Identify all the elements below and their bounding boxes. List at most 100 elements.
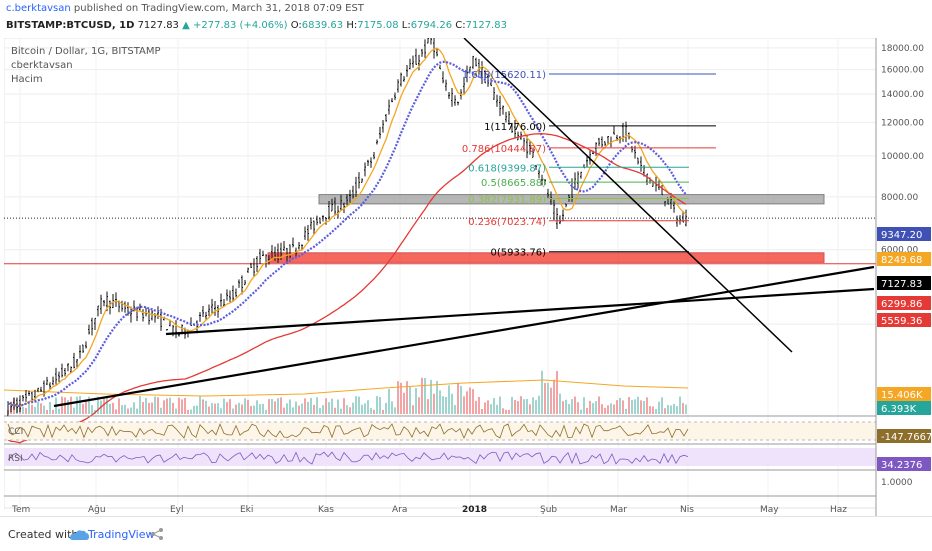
x-tick-label: Eyl bbox=[170, 505, 184, 515]
volume-bar bbox=[28, 401, 30, 414]
volume-bar bbox=[226, 402, 228, 414]
volume-bar bbox=[571, 399, 573, 414]
volume-bar bbox=[448, 385, 450, 414]
volume-bar bbox=[625, 408, 627, 414]
volume-bar bbox=[523, 399, 525, 414]
volume-bar bbox=[463, 396, 465, 414]
volume-bar bbox=[400, 382, 402, 414]
volume-bar bbox=[58, 408, 60, 414]
volume-bar bbox=[673, 403, 675, 414]
volume-bar bbox=[661, 397, 663, 414]
volume-bar bbox=[319, 408, 321, 414]
volume-tag bbox=[877, 387, 931, 401]
volume-bar bbox=[622, 400, 624, 414]
x-tick-label: Nis bbox=[680, 505, 694, 515]
volume-bar bbox=[232, 408, 234, 414]
volume-bar bbox=[556, 371, 558, 414]
volume-bar bbox=[334, 407, 336, 414]
volume-bar bbox=[421, 377, 423, 414]
volume-bar bbox=[163, 400, 165, 414]
volume-bar bbox=[388, 388, 390, 414]
share-icon[interactable] bbox=[150, 527, 164, 541]
volume-bar bbox=[652, 406, 654, 414]
published-text: published on TradingView.com, March 31, … bbox=[73, 3, 364, 14]
rsi-tag bbox=[877, 457, 931, 471]
volume-bar bbox=[418, 397, 420, 414]
volume-bar bbox=[115, 409, 117, 414]
tradingview-brand[interactable]: TradingView bbox=[88, 528, 155, 541]
indicator-panes: CCI RSI bbox=[4, 415, 876, 497]
volume-bar bbox=[643, 400, 645, 414]
volume-bar bbox=[175, 408, 177, 414]
volume-bar bbox=[445, 397, 447, 414]
volume-bar bbox=[520, 396, 522, 414]
volume-bar bbox=[262, 403, 264, 414]
volume-bar bbox=[298, 405, 300, 414]
volume-bar bbox=[214, 403, 216, 414]
volume-bar bbox=[274, 401, 276, 414]
legend-author: cberktavsan bbox=[11, 60, 73, 71]
price-tag bbox=[877, 252, 931, 266]
volume-bar bbox=[517, 401, 519, 414]
volume-bar bbox=[121, 405, 123, 414]
volume-bar bbox=[130, 407, 132, 414]
symbol-label: BITSTAMP:BTCUSD, 1D bbox=[6, 20, 135, 31]
volume-bar bbox=[145, 397, 147, 414]
volume-bar bbox=[361, 404, 363, 414]
descending-trendline bbox=[463, 38, 793, 353]
price-chart[interactable]: 1.618(15620.11)1(11776.00)0.786(10444.87… bbox=[4, 38, 932, 516]
quote-line: BITSTAMP:BTCUSD, 1D 7127.83 ▲ +277.83 (+… bbox=[6, 20, 507, 31]
volume-bar bbox=[76, 396, 78, 414]
volume-bar bbox=[166, 398, 168, 414]
volume-bar bbox=[46, 409, 48, 414]
volume-bar bbox=[613, 404, 615, 414]
author-link[interactable]: c.berktavsan bbox=[6, 3, 71, 14]
volume-bar bbox=[220, 408, 222, 414]
up-arrow-icon: ▲ bbox=[182, 20, 190, 31]
volume-bar bbox=[595, 401, 597, 414]
volume-bar bbox=[349, 407, 351, 414]
volume-bar bbox=[337, 399, 339, 414]
high-value: 7175.08 bbox=[357, 20, 399, 31]
volume-bar bbox=[604, 407, 606, 414]
volume-bar bbox=[259, 404, 261, 414]
ascending-trendline bbox=[53, 265, 875, 408]
volume-bar bbox=[634, 399, 636, 414]
volume-bar bbox=[649, 406, 651, 414]
volume-bar bbox=[493, 398, 495, 414]
volume-bar bbox=[433, 393, 435, 414]
x-tick-label: Haz bbox=[830, 505, 847, 515]
volume-bar bbox=[562, 401, 564, 414]
fibonacci-levels: 1.618(15620.11)1(11776.00)0.786(10444.87… bbox=[462, 70, 716, 259]
volume-bar bbox=[190, 409, 192, 414]
volume-bar bbox=[670, 405, 672, 414]
volume-bar bbox=[280, 397, 282, 414]
fib-level-label: 0.786(10444.87) bbox=[462, 144, 546, 155]
rsi-tag-label: 34.2376 bbox=[881, 460, 922, 471]
volume-bar bbox=[376, 396, 378, 414]
volume-bar bbox=[406, 381, 408, 414]
close-label: C: bbox=[455, 20, 466, 31]
volume-bar bbox=[325, 398, 327, 414]
volume-bar bbox=[160, 407, 162, 414]
volume-bar bbox=[619, 397, 621, 414]
volume-bar bbox=[499, 396, 501, 414]
volume-bar bbox=[91, 405, 93, 414]
volume-bar bbox=[502, 408, 504, 414]
legend-volume: Hacim bbox=[11, 74, 43, 85]
volume-bar bbox=[430, 379, 432, 414]
volume-bar bbox=[241, 404, 243, 414]
volume-bar bbox=[526, 398, 528, 414]
volume-bar bbox=[385, 402, 387, 414]
support-zone bbox=[267, 252, 825, 263]
volume-bar bbox=[511, 396, 513, 414]
publish-header: c.berktavsan published on TradingView.co… bbox=[0, 0, 932, 38]
tradingview-logo-icon[interactable] bbox=[68, 527, 152, 543]
volume-bar bbox=[379, 396, 381, 414]
volume-bar bbox=[199, 396, 201, 414]
volume-bar bbox=[178, 397, 180, 414]
volume-bar bbox=[583, 397, 585, 414]
volume-bar bbox=[424, 378, 426, 414]
volume-bar bbox=[31, 404, 33, 414]
support-trendline bbox=[165, 287, 875, 336]
